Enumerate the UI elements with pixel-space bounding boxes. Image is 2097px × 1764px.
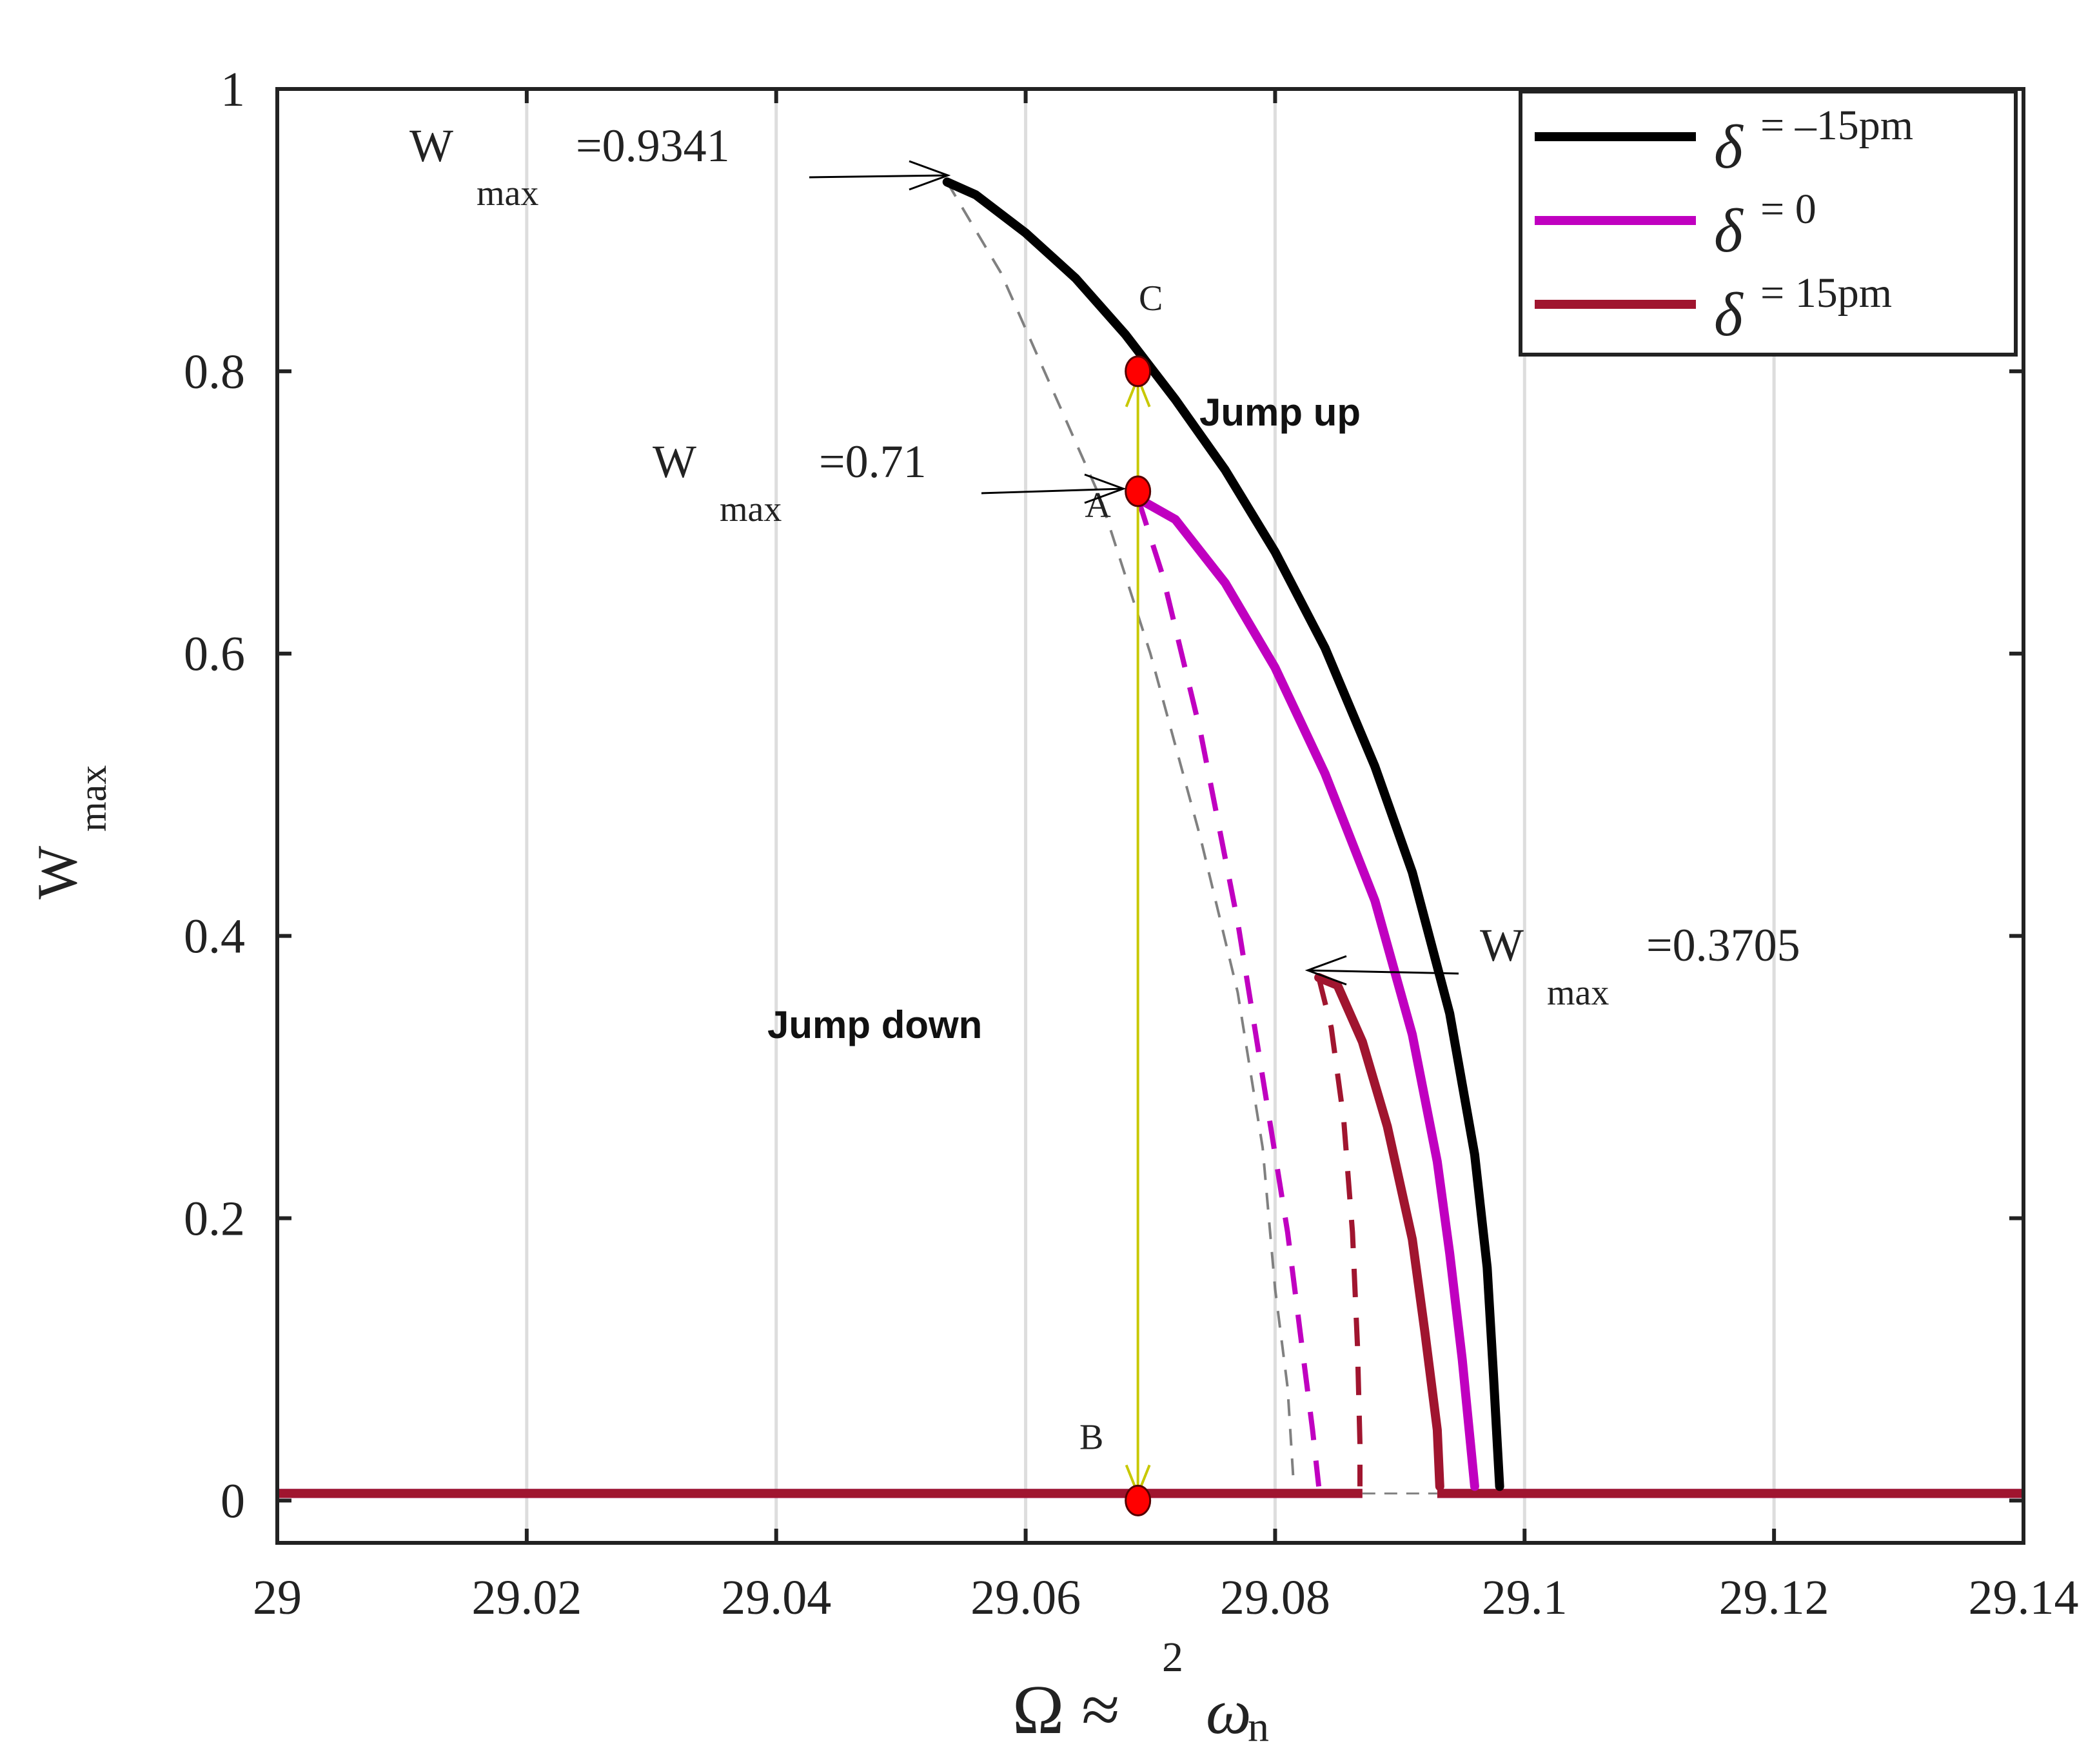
x-axis-title: Ω ≈ 2 ω n	[1012, 1634, 1269, 1750]
x-axis-title-omega: ω	[1206, 1676, 1252, 1747]
legend-value-text: = 0	[1760, 186, 1816, 233]
legend-entry-0: δ = –15pm	[1535, 102, 1913, 181]
x-tick-label: 29.12	[1719, 1571, 1829, 1625]
peak-annotation-value: =0.71	[819, 436, 927, 487]
peak-annotation-main: W	[653, 436, 696, 487]
series-2-unstable-branch	[1316, 977, 1363, 1487]
legend: δ = –15pm δ = 0 δ = 15pm	[1519, 90, 2018, 357]
series-1-stable-upper-branch	[1133, 493, 1479, 1491]
peak-annotation-sub: max	[477, 173, 538, 213]
peak-annotation-main: W	[409, 120, 453, 172]
peak-arrowhead	[1304, 955, 1347, 986]
peak-annotation-value: =0.3705	[1646, 919, 1800, 971]
marker-label-a: A	[1085, 485, 1111, 525]
stable-branches	[277, 177, 2023, 1499]
marker-label-b: B	[1079, 1417, 1103, 1457]
x-axis-title-sup: 2	[1162, 1634, 1183, 1681]
peak-arrowhead	[909, 160, 951, 191]
y-axis-title: W max	[26, 765, 114, 899]
x-tick-label: 29.04	[721, 1571, 831, 1625]
series-0-stable-upper-branch	[942, 177, 1504, 1491]
jump-down-label: Jump down	[767, 1003, 982, 1046]
marker-point-a	[1125, 475, 1152, 507]
y-tick-label: 0.6	[184, 627, 245, 681]
series-1-unstable-branch	[1135, 497, 1322, 1487]
y-tick-label: 0.2	[184, 1191, 245, 1246]
x-tick-label: 29.06	[970, 1571, 1081, 1625]
peak-annotation-sub: max	[1547, 973, 1609, 1013]
unstable-branches	[945, 181, 1363, 1487]
peak-arrowhead	[1084, 473, 1127, 504]
y-tick-label: 1	[221, 63, 245, 117]
y-axis-title-main: W	[26, 846, 89, 899]
x-tick-label: 29.14	[1969, 1571, 2079, 1625]
peak-arrow-shaft	[809, 174, 949, 179]
marker-label-c: C	[1139, 279, 1163, 318]
y-axis-title-sub: max	[72, 765, 114, 832]
y-tick-label: 0.4	[184, 910, 245, 964]
peak-arrow-shaft	[981, 487, 1124, 495]
x-tick-label: 29.02	[471, 1571, 582, 1625]
x-tick-label: 29.1	[1482, 1571, 1568, 1625]
series-2-stable-upper-branch	[1314, 973, 1444, 1491]
jump-up-label: Jump up	[1199, 391, 1361, 434]
peak-arrow-shaft	[1307, 969, 1459, 975]
legend-delta-symbol: δ	[1714, 196, 1744, 265]
legend-entry-1: δ = 0	[1535, 186, 1816, 265]
peak-annotation-main: W	[1480, 919, 1524, 971]
x-axis-title-sub: n	[1248, 1703, 1269, 1750]
tick-labels: 29 29.02 29.04 29.06 29.08 29.1 29.12 29.14 0 0.2…	[184, 63, 2079, 1625]
peak-annotation-sub: max	[720, 489, 782, 529]
peak-annotation-value: =0.9341	[576, 120, 730, 172]
legend-delta-symbol: δ	[1714, 112, 1744, 181]
legend-entry-2: δ = 15pm	[1535, 270, 1892, 349]
x-tick-label: 29.08	[1220, 1571, 1330, 1625]
jump-indicator	[1125, 374, 1151, 1498]
plot-frame	[275, 87, 2025, 1545]
legend-delta-symbol: δ	[1714, 280, 1744, 349]
marker-point-c	[1125, 355, 1152, 387]
y-tick-label: 0	[221, 1474, 245, 1528]
y-tick-label: 0.8	[184, 345, 245, 399]
x-tick-label: 29	[253, 1571, 302, 1625]
x-axis-title-main: Ω ≈	[1012, 1672, 1120, 1749]
series-0-unstable-branch	[945, 181, 1295, 1487]
marker-point-b	[1125, 1484, 1152, 1516]
legend-value-text: = –15pm	[1760, 102, 1913, 149]
legend-value-text: = 15pm	[1760, 270, 1892, 317]
